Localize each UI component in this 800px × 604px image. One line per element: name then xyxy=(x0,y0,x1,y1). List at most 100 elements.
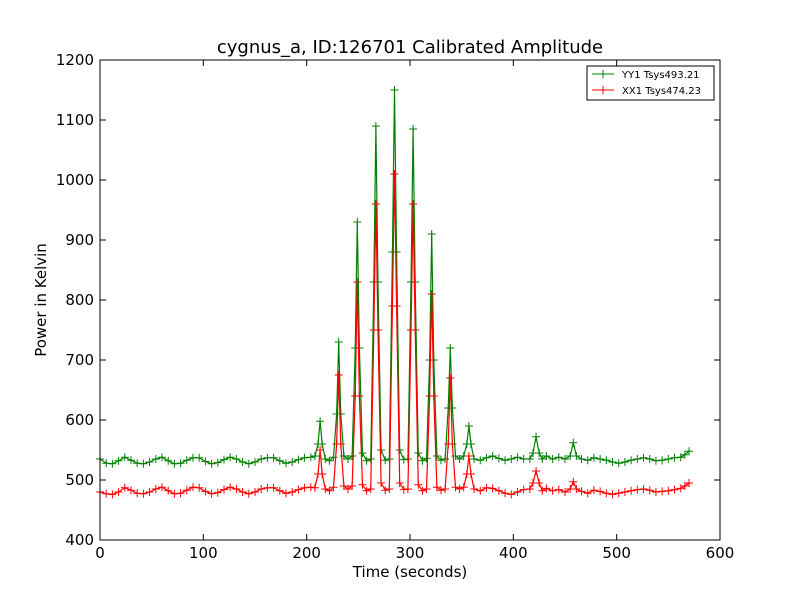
data-point-marker xyxy=(411,278,420,286)
legend-label-xx1: XX1 Tsys474.23 xyxy=(622,86,701,97)
data-point-marker xyxy=(145,488,154,496)
data-point-marker xyxy=(446,344,455,352)
data-point-marker xyxy=(358,449,367,457)
data-point-marker xyxy=(548,455,557,463)
data-point-marker xyxy=(220,485,228,494)
data-point-marker xyxy=(300,483,309,492)
y-tick-label: 800 xyxy=(65,291,94,309)
data-point-marker xyxy=(535,449,544,457)
data-point-marker xyxy=(680,482,689,490)
data-point-marker xyxy=(645,486,654,495)
data-point-marker xyxy=(226,453,235,462)
data-point-marker xyxy=(275,486,284,495)
data-point-marker xyxy=(572,452,581,460)
data-point-marker xyxy=(392,302,401,310)
data-point-marker xyxy=(102,459,111,468)
data-point-marker xyxy=(464,452,473,460)
data-point-marker xyxy=(455,485,464,493)
data-point-marker xyxy=(251,458,259,466)
y-tick-label: 1200 xyxy=(56,51,94,69)
legend-label-yy1: YY1 Tsys493.21 xyxy=(621,70,700,81)
data-point-marker xyxy=(399,485,408,494)
data-point-marker xyxy=(321,455,330,463)
data-point-marker xyxy=(596,487,605,496)
data-point-marker xyxy=(348,452,357,460)
data-point-marker xyxy=(476,486,485,495)
data-point-marker xyxy=(403,485,412,493)
data-point-marker xyxy=(446,374,455,382)
data-point-marker xyxy=(108,490,117,499)
data-point-marker xyxy=(201,457,210,466)
data-point-marker xyxy=(658,456,667,465)
series-yy1 xyxy=(96,86,693,468)
data-point-marker xyxy=(602,489,611,498)
data-point-marker xyxy=(429,356,438,364)
data-point-marker xyxy=(316,446,325,454)
legend: YY1 Tsys493.21 XX1 Tsys474.23 xyxy=(586,65,715,101)
data-point-marker xyxy=(114,456,123,465)
series-line xyxy=(99,89,690,465)
data-point-marker xyxy=(282,459,290,468)
y-tick-label: 900 xyxy=(65,231,94,249)
data-point-marker xyxy=(329,483,338,492)
data-point-marker xyxy=(371,122,380,130)
data-point-marker xyxy=(288,458,297,466)
data-point-marker xyxy=(213,488,222,497)
data-point-marker xyxy=(195,453,204,462)
data-point-marker xyxy=(257,485,266,493)
data-point-marker xyxy=(114,488,123,496)
data-point-marker xyxy=(614,459,623,468)
data-point-marker xyxy=(316,417,325,426)
data-point-marker xyxy=(288,488,297,496)
data-point-marker xyxy=(620,488,629,496)
data-point-marker xyxy=(334,338,343,346)
data-point-marker xyxy=(344,485,352,493)
data-point-marker xyxy=(189,483,197,492)
data-point-marker xyxy=(127,486,135,495)
data-point-marker xyxy=(381,456,390,465)
data-point-marker xyxy=(371,200,380,208)
data-point-marker xyxy=(294,455,303,464)
data-point-marker xyxy=(244,489,253,498)
data-point-marker xyxy=(334,371,343,379)
data-point-marker xyxy=(608,490,617,499)
data-point-marker xyxy=(680,450,689,459)
data-point-marker xyxy=(362,456,371,465)
data-point-marker xyxy=(532,432,541,441)
data-point-marker xyxy=(207,489,216,498)
data-point-marker xyxy=(488,484,497,493)
data-point-marker xyxy=(569,438,578,447)
data-point-marker xyxy=(306,483,315,492)
data-point-marker xyxy=(339,482,348,490)
chart-title: cygnus_a, ID:126701 Calibrated Amplitude xyxy=(217,37,603,58)
data-point-marker xyxy=(466,470,475,478)
data-point-marker xyxy=(377,446,386,454)
data-point-marker xyxy=(670,453,679,462)
data-point-marker xyxy=(627,486,636,495)
data-point-marker xyxy=(373,326,382,334)
data-point-marker xyxy=(145,458,154,466)
data-point-marker xyxy=(102,489,111,498)
data-point-marker xyxy=(513,453,522,462)
data-point-marker xyxy=(257,455,266,463)
plot-frame xyxy=(99,59,721,541)
data-point-marker xyxy=(390,86,399,94)
data-point-marker xyxy=(207,459,216,468)
data-point-marker xyxy=(488,452,497,460)
data-point-marker xyxy=(507,455,516,463)
data-point-marker xyxy=(151,455,160,463)
data-point-marker xyxy=(476,456,485,465)
data-point-marker xyxy=(494,486,503,495)
data-point-marker xyxy=(432,483,441,492)
data-point-marker xyxy=(554,453,563,462)
data-point-marker xyxy=(525,455,534,463)
data-point-marker xyxy=(664,455,673,463)
data-point-marker xyxy=(427,230,436,238)
data-point-marker xyxy=(182,486,191,495)
legend-marker-yy1 xyxy=(599,70,607,78)
data-point-marker xyxy=(577,455,586,463)
y-tick-label: 400 xyxy=(65,531,94,549)
data-point-marker xyxy=(195,483,204,492)
data-point-marker xyxy=(108,459,117,468)
